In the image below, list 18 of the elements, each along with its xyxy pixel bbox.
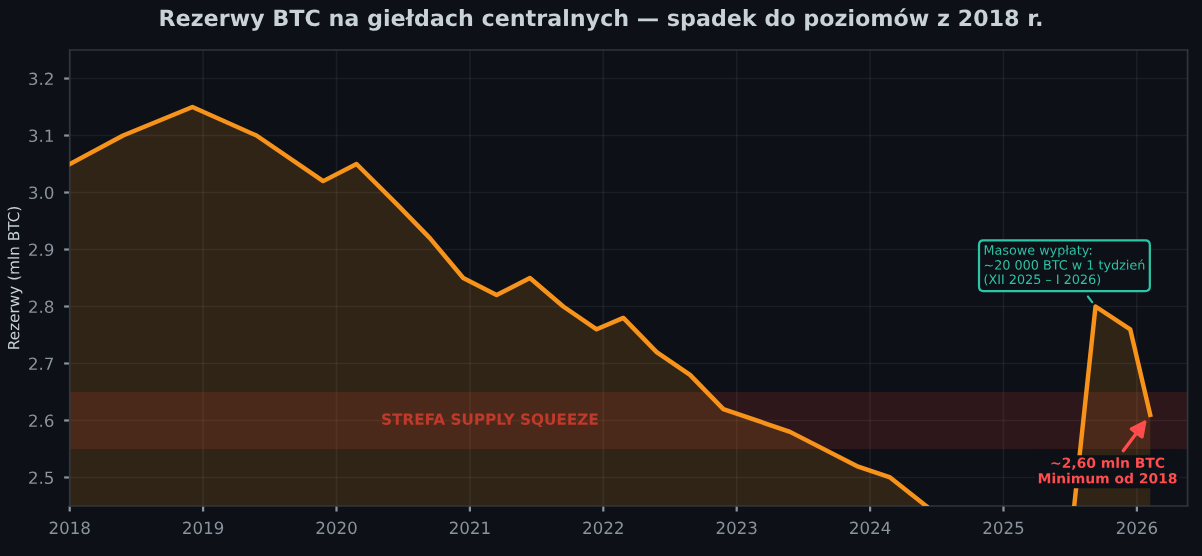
y-tick-label: 2.9: [29, 243, 54, 257]
y-tick-label: 2.6: [29, 414, 54, 428]
y-tick-label: 3.2: [29, 72, 53, 86]
x-tick-label: 2026: [1116, 521, 1158, 535]
y-tick-label: 2.5: [29, 471, 53, 485]
y-tick-label: 3.1: [29, 129, 53, 143]
x-tick-label: 2019: [183, 521, 224, 535]
y-tick-label: 3.0: [29, 186, 54, 200]
x-tick-label: 2024: [850, 521, 891, 535]
x-tick-label: 2023: [716, 521, 757, 535]
x-tick-label: 2021: [449, 521, 490, 535]
x-tick-label: 2025: [983, 521, 1024, 535]
y-tick-label: 2.8: [29, 300, 54, 314]
x-tick-label: 2022: [583, 521, 623, 535]
y-tick-label: 2.7: [29, 357, 54, 370]
x-tick-label: 2018: [49, 521, 90, 535]
chart-title: Rezerwy BTC na giełdach centralnych — spadek do poziomów z 2018 r.: [160, 8, 1042, 31]
x-tick-label: 2020: [316, 521, 357, 535]
